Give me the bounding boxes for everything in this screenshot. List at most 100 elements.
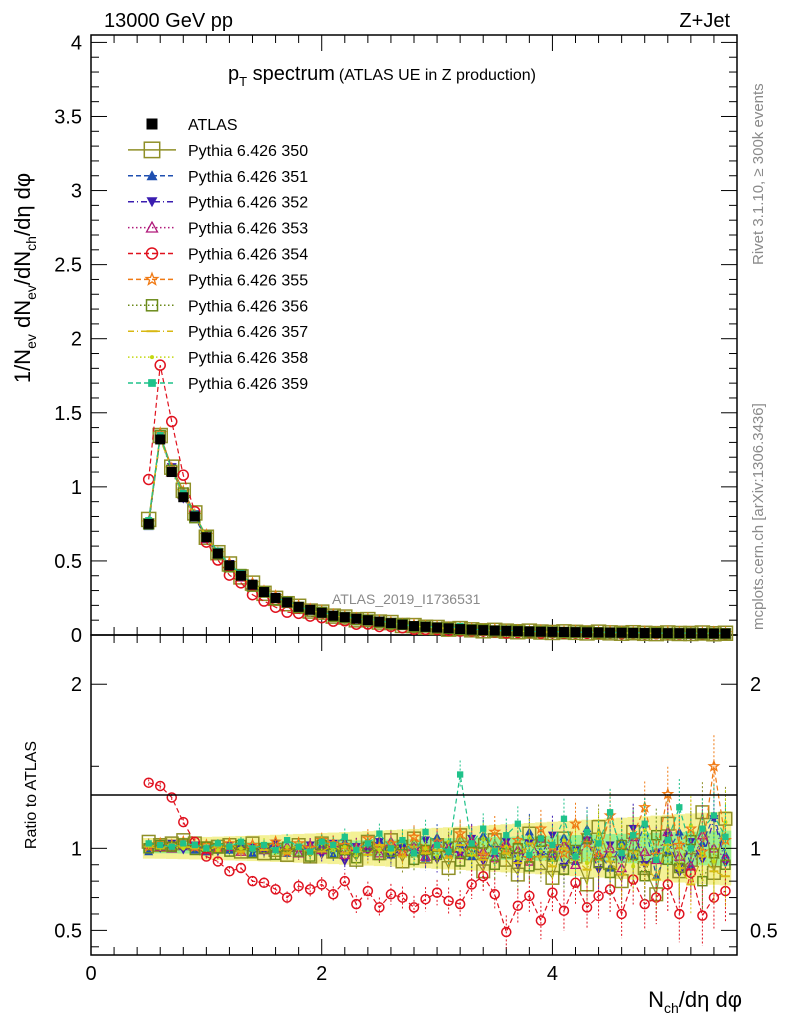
ratio-point [419, 850, 432, 861]
ratio-point [515, 856, 520, 861]
ratio-point [237, 838, 245, 845]
legend-marker [145, 247, 159, 260]
ratio-point [433, 841, 441, 849]
legend-label: Pythia 6.426 350 [188, 143, 308, 160]
ratio-point [180, 840, 187, 847]
ratio-point [364, 840, 372, 847]
legend-marker [146, 118, 158, 130]
ratio-point [512, 843, 524, 854]
ratio-point [524, 890, 535, 902]
ratio-point [399, 836, 406, 844]
x-tick-label: 2 [316, 963, 327, 985]
axis-ticks [90, 35, 738, 955]
ratio-point [351, 898, 362, 910]
ratio-point [362, 885, 374, 897]
ratio-point [270, 884, 281, 895]
ratio-point [688, 823, 693, 828]
main-series-pythia-6.426-352 [143, 435, 731, 639]
ratio-point [431, 887, 443, 898]
legend-marker [143, 141, 161, 159]
main-point [489, 625, 500, 636]
ratio-point [212, 856, 224, 867]
main-point [501, 625, 512, 636]
main-point [189, 511, 200, 522]
ratio-point [687, 845, 695, 852]
main-point [155, 434, 166, 445]
legend-label: Pythia 6.426 359 [188, 376, 308, 393]
ratio-point [285, 844, 290, 849]
ratio-point [385, 889, 397, 900]
main-point [443, 623, 454, 634]
legend-marker [144, 271, 160, 286]
ratio-point [630, 832, 637, 839]
legend-label: ATLAS [188, 117, 238, 134]
ratio-point [581, 902, 593, 913]
legend-entry: Pythia 6.426 357 [128, 324, 308, 341]
collision-label: 13000 GeV pp [104, 10, 233, 32]
main-point [605, 627, 616, 638]
process-label: Z+Jet [679, 10, 730, 32]
ratio-point [572, 853, 579, 860]
legend-label: Pythia 6.426 351 [188, 169, 308, 186]
ratio-point [166, 792, 177, 803]
main-point [478, 625, 489, 636]
main-point [305, 604, 316, 615]
ratio-point [145, 840, 152, 847]
ratio-point [550, 857, 555, 862]
ratio-point [374, 902, 385, 913]
main-point [316, 607, 327, 618]
ratio-point [238, 846, 243, 851]
ratio-point [304, 884, 316, 895]
ratio-point [387, 845, 395, 852]
ratio-point [477, 870, 489, 882]
ratio-point [458, 847, 463, 852]
x-axis-label: Nch/dη dφ [648, 987, 742, 1016]
ratio-point [157, 841, 164, 849]
main-series-atlas [143, 434, 731, 639]
main-series-pythia-6.426-356 [142, 429, 732, 640]
main-point [628, 627, 639, 638]
ratio-point [583, 828, 591, 836]
ratio-point [407, 829, 421, 843]
ratio-point [534, 821, 548, 835]
main-point [351, 613, 362, 624]
main-point [282, 597, 293, 608]
ratio-point [469, 852, 474, 857]
ratio-point [641, 820, 648, 827]
main-point [143, 518, 154, 529]
analysis-watermark: ATLAS_2019_I1736531 [332, 591, 481, 607]
ratio-point [397, 892, 408, 903]
ratio-point [489, 889, 500, 900]
legend-entry: Pythia 6.426 352 [128, 195, 308, 212]
ratio-point [307, 848, 314, 855]
ratio-point [568, 816, 583, 830]
ratio-point [653, 856, 660, 863]
main-point [270, 592, 281, 603]
main-point [547, 626, 558, 637]
ratio-point [410, 850, 418, 857]
main-point [558, 627, 569, 638]
legend-label: Pythia 6.426 353 [188, 221, 308, 238]
ratio-point [226, 843, 233, 850]
ratio-point [491, 848, 498, 855]
ratio-point [526, 851, 533, 859]
legend-entry: Pythia 6.426 353 [128, 221, 308, 238]
legend-entry: Pythia 6.426 350 [128, 141, 308, 160]
main-point [616, 627, 627, 638]
ratio-point [468, 840, 475, 847]
ratio-point [340, 857, 350, 866]
legend: ATLAS Pythia 6.426 350 Pythia 6.426 351 Pyt… [128, 117, 308, 393]
main-point [362, 615, 373, 626]
ratio-point [700, 851, 705, 856]
legend-label: Pythia 6.426 358 [188, 350, 308, 367]
ratio-point [341, 833, 348, 840]
ratio-point [214, 840, 222, 847]
ratio-point [178, 816, 189, 828]
legend-entry: Pythia 6.426 355 [128, 271, 308, 289]
main-point [374, 616, 385, 627]
main-point [259, 587, 270, 598]
main-point [178, 492, 189, 503]
ratio-point [512, 900, 524, 912]
y-tick-label: 3 [71, 181, 82, 203]
y-tick-label: 2.5 [54, 255, 82, 277]
